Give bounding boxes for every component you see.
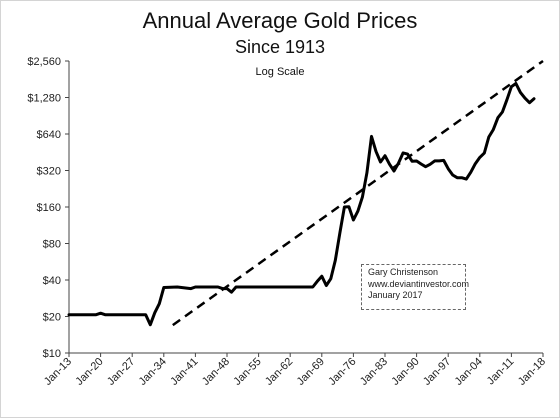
annotation-line: Gary Christenson	[368, 267, 439, 277]
y-tick-label: $160	[37, 202, 61, 214]
gold-price-line	[67, 82, 536, 327]
annotation-line: www.deviantinvestor.com	[368, 278, 470, 289]
x-tick-label: Jan-97	[421, 356, 453, 388]
y-tick-label: $320	[37, 166, 61, 178]
y-tick-label: $10	[43, 348, 61, 360]
chart-subtitle: Since 1913	[234, 37, 326, 57]
scale-note: Log Scale	[255, 66, 305, 78]
trend-line	[172, 59, 544, 327]
x-tick-label: Jan-55	[231, 356, 263, 388]
annotation-box: Gary Christenson www.deviantinvestor.com…	[361, 264, 470, 310]
x-tick-label: Jan-62	[263, 356, 295, 388]
x-tick-label: Jan-83	[358, 356, 390, 388]
x-tick-label: Jan-34	[137, 356, 169, 388]
chart-title: Annual Average Gold Prices	[142, 8, 418, 33]
x-tick-label: Jan-69	[295, 356, 327, 388]
y-tick-label: $80	[43, 239, 61, 251]
y-tick-label: $1,280	[27, 93, 61, 105]
x-tick-label: Jan-41	[168, 356, 200, 388]
x-tick-label: Jan-11	[485, 356, 517, 388]
y-tick-label: $40	[43, 275, 61, 287]
x-tick-label: Jan-04	[453, 356, 485, 388]
annotation-line: January 2017	[368, 290, 423, 300]
y-tick-label: $640	[37, 129, 61, 141]
y-tick-label: $20	[43, 312, 61, 324]
x-tick-label: Jan-27	[105, 356, 137, 388]
x-tick-label: Jan-20	[73, 356, 105, 388]
x-tick-label: Jan-18	[516, 356, 548, 388]
x-tick-label: Jan-48	[200, 356, 232, 388]
x-tick-label: Jan-13	[42, 356, 74, 388]
y-tick-label: $2,560	[27, 56, 61, 68]
x-tick-label: Jan-76	[326, 356, 358, 388]
x-tick-label: Jan-90	[389, 356, 421, 388]
